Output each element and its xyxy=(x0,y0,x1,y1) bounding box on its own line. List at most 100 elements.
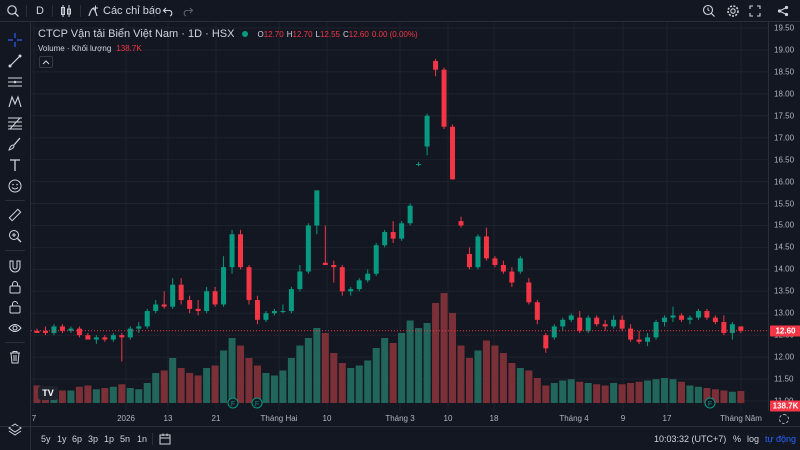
candle-body xyxy=(492,258,498,265)
candle-body xyxy=(534,302,540,320)
volume-bar xyxy=(491,345,499,403)
volume-bar xyxy=(423,323,431,403)
volume-bar xyxy=(169,358,177,403)
zoom-in-icon[interactable] xyxy=(7,228,23,244)
market-status-dot xyxy=(242,31,249,37)
candle-body xyxy=(254,300,260,320)
share-icon[interactable] xyxy=(777,3,789,19)
candle-body xyxy=(246,267,252,301)
time-tick-label: 21 xyxy=(211,414,221,423)
candle-body xyxy=(551,326,557,338)
candle-body xyxy=(712,317,718,323)
time-tick-label: 2026 xyxy=(117,414,135,423)
symbol-title[interactable]: CTCP Vận tải Biển Việt Nam · 1D · HSX xyxy=(38,28,235,40)
ruler-icon[interactable] xyxy=(7,207,23,223)
time-tick-label: 7 xyxy=(31,414,37,423)
pattern-tool-icon[interactable] xyxy=(7,94,23,110)
volume-bar xyxy=(75,386,83,403)
volume-bar xyxy=(364,360,372,403)
candle-body xyxy=(93,337,99,340)
symbol-search-icon[interactable] xyxy=(6,3,20,19)
trash-icon[interactable] xyxy=(7,349,23,365)
top-toolbar: D Các chỉ báo xyxy=(0,0,800,22)
fib-retracement-icon[interactable] xyxy=(7,115,23,131)
ohlc-high: H12.70 xyxy=(286,29,313,39)
trend-line-icon[interactable] xyxy=(7,53,23,69)
range-1y[interactable]: 1y xyxy=(57,434,67,444)
candle-body xyxy=(568,315,574,320)
lock-drawings-icon[interactable] xyxy=(7,279,23,295)
price-tick-label: 19.00 xyxy=(774,45,795,55)
candle-body xyxy=(153,304,159,312)
time-tick-label: Tháng 3 xyxy=(385,414,415,423)
candle-body xyxy=(653,322,659,338)
ohlc-open: O12.70 xyxy=(257,29,284,39)
emoji-icon[interactable] xyxy=(7,178,23,194)
volume-bar xyxy=(449,313,457,403)
quick-search-icon[interactable] xyxy=(702,3,716,19)
range-1p[interactable]: 1p xyxy=(104,434,115,444)
candle-body xyxy=(560,319,566,327)
event-marker-label: F xyxy=(231,401,235,408)
price-tick-label: 17.50 xyxy=(774,111,795,121)
indicators-button[interactable]: Các chỉ báo xyxy=(87,3,161,19)
volume-bar xyxy=(101,388,109,403)
candle-body xyxy=(238,234,244,268)
volume-bar xyxy=(84,385,92,403)
range-3p[interactable]: 3p xyxy=(88,434,99,444)
candle-body xyxy=(365,273,371,281)
time-axis[interactable]: 7 2026 13 21 Tháng Hai 10 Tháng 3 10 18 Tháng 4 9 1… xyxy=(31,411,768,426)
undo-icon[interactable] xyxy=(162,3,174,19)
brush-icon[interactable] xyxy=(7,136,23,152)
redo-icon[interactable] xyxy=(182,3,194,19)
fullscreen-icon[interactable] xyxy=(749,3,761,19)
volume-bar xyxy=(610,383,618,403)
volume-bar xyxy=(703,388,711,403)
volume-bar xyxy=(160,370,168,403)
price-tick-label: 16.50 xyxy=(774,155,795,165)
collapse-legend-button[interactable] xyxy=(39,56,53,68)
crosshair-icon[interactable] xyxy=(7,32,23,48)
chart-type-candles-icon[interactable] xyxy=(60,3,72,19)
candle-body xyxy=(119,335,125,338)
time-tick-label: 18 xyxy=(489,414,499,423)
volume-bar xyxy=(474,350,482,403)
candle-body xyxy=(390,232,396,239)
settings-gear-icon[interactable] xyxy=(726,3,740,19)
range-5y[interactable]: 5y xyxy=(41,434,51,444)
log-toggle[interactable]: log xyxy=(747,434,760,444)
candle-body xyxy=(407,205,413,224)
auto-scale-toggle[interactable]: tự động xyxy=(765,434,797,444)
horizontal-lines-icon[interactable] xyxy=(7,74,23,90)
range-5n[interactable]: 5n xyxy=(120,434,131,444)
tradingview-logo[interactable]: TV xyxy=(38,386,58,400)
candle-body xyxy=(509,271,515,283)
volume-bar xyxy=(237,345,245,403)
candle-body xyxy=(85,335,91,340)
candle-body xyxy=(517,258,523,272)
volume-axis-label: 138.7K xyxy=(770,400,800,412)
candle-body xyxy=(212,291,218,305)
volume-label[interactable]: Volume · Khối lượng xyxy=(38,43,112,53)
price-tick-label: 19.50 xyxy=(774,23,795,33)
eye-icon[interactable] xyxy=(7,320,23,336)
price-axis[interactable]: 19.50 19.00 18.50 18.00 17.50 17.00 16.50 16.00… xyxy=(768,22,800,424)
price-tick-label: 13.00 xyxy=(774,308,795,318)
text-tool-icon[interactable] xyxy=(7,157,23,173)
event-marker-label: F xyxy=(255,401,259,408)
clock-timezone[interactable]: 10:03:32 (UTC+7) xyxy=(654,434,727,444)
interval-button[interactable]: D xyxy=(36,5,44,17)
candle-body xyxy=(68,328,74,331)
axis-settings-gear-icon[interactable] xyxy=(779,414,789,424)
candle-body xyxy=(678,315,684,320)
magnet-icon[interactable] xyxy=(7,258,23,274)
candle-body xyxy=(645,337,651,342)
goto-date-icon[interactable] xyxy=(159,433,171,447)
range-1n[interactable]: 1n xyxy=(137,434,148,444)
percent-toggle[interactable]: % xyxy=(733,434,742,444)
volume-bar xyxy=(644,380,652,403)
range-6p[interactable]: 6p xyxy=(72,434,83,444)
unlock-icon[interactable] xyxy=(7,299,23,315)
